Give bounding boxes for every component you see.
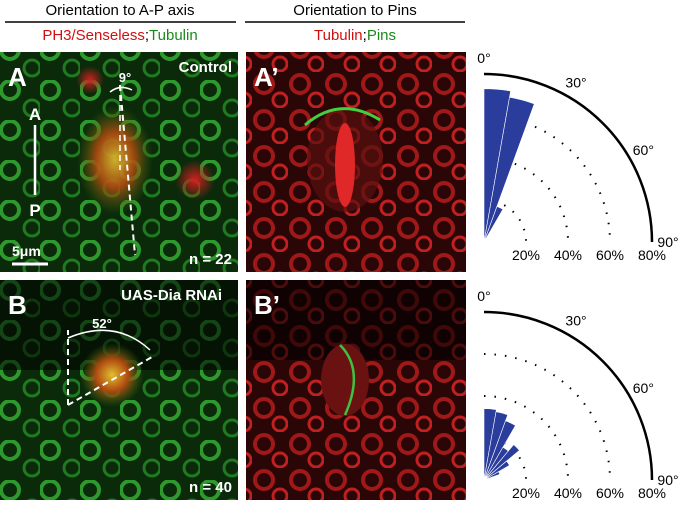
stain-sep: ;: [363, 27, 367, 44]
scale-bar-label: 5μm: [12, 243, 41, 259]
outer-arc: [483, 310, 654, 481]
r-tick-label: 60%: [596, 247, 624, 263]
r-tick-label: 60%: [596, 485, 624, 501]
wedge: [483, 206, 504, 243]
wedge: [483, 420, 516, 481]
panel-a-prime: A’: [246, 52, 466, 272]
r-tick-label: 20%: [512, 485, 540, 501]
r-tick-label: 80%: [638, 247, 666, 263]
stain: Tubulin: [314, 27, 363, 44]
stain: PH3/Senseless: [42, 27, 145, 44]
axis-label: A: [29, 105, 41, 124]
panel-b: B UAS-Dia RNAi 52° n = 40: [0, 280, 238, 500]
angle-label: 9°: [119, 70, 131, 85]
stain: Tubulin: [149, 27, 198, 44]
header-title: Orientation to Pins: [293, 2, 416, 19]
stain-sep: ;: [145, 27, 149, 44]
axis-label: P: [29, 201, 40, 220]
n-label: n = 40: [189, 479, 232, 496]
condition: Control: [179, 59, 232, 76]
panel-a: A Control 9° A P 5μm n = 22: [0, 52, 238, 272]
theta-tick-label: 0°: [477, 50, 490, 66]
r-tick-label: 20%: [512, 247, 540, 263]
theta-tick-label: 90°: [657, 472, 678, 488]
grid-arc: [483, 199, 527, 243]
panel-b-prime: B’: [246, 280, 466, 500]
theta-tick-label: 60°: [633, 380, 654, 396]
panel-label: B: [8, 290, 27, 320]
n-label: n = 22: [189, 251, 232, 268]
header-stains: PH3/Senseless;Tubulin: [42, 27, 197, 44]
angle-label: 52°: [92, 316, 112, 331]
panel-label: B’: [254, 290, 280, 320]
theta-tick-label: 30°: [565, 75, 586, 91]
rose-charts: 20% 40% 60% 80% 0° 30° 60° 90° 20% 40% 60% 80% 0° 30°…: [477, 50, 678, 501]
r-tick-label: 40%: [554, 485, 582, 501]
outer-arc: [483, 72, 654, 243]
wedge: [483, 444, 520, 481]
wedge: [483, 471, 501, 481]
theta-tick-label: 60°: [633, 142, 654, 158]
stain: Pins: [367, 27, 396, 44]
r-tick-label: 40%: [554, 247, 582, 263]
theta-tick-label: 30°: [565, 313, 586, 329]
theta-tick-label: 90°: [657, 234, 678, 250]
theta-tick-label: 0°: [477, 288, 490, 304]
panel-label: A: [8, 62, 27, 92]
panel-label: A’: [254, 62, 279, 92]
condition: UAS-Dia RNAi: [121, 287, 222, 304]
r-tick-label: 80%: [638, 485, 666, 501]
header-title: Orientation to A-P axis: [46, 2, 195, 19]
wedge: [483, 460, 510, 481]
wedge: [483, 96, 535, 243]
header-stains: Tubulin;Pins: [314, 27, 396, 44]
